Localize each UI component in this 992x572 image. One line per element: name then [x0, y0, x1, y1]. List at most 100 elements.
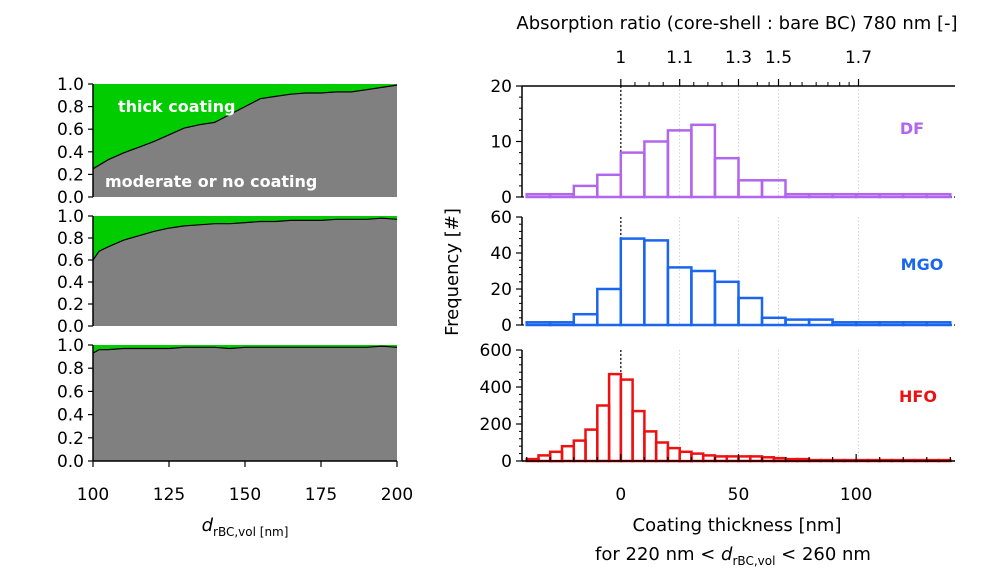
secondary-x-tick-label: 1.1	[666, 48, 693, 68]
y-tick-label: 0.8	[57, 359, 84, 379]
y-tick-label: 0.8	[57, 229, 84, 249]
y-tick-label: 1.0	[57, 75, 84, 95]
y-tick-label: 600	[480, 341, 512, 361]
y-tick-label: 0.4	[57, 143, 84, 163]
x-axis-label-main: d	[202, 515, 214, 536]
y-tick-label: 0.6	[57, 251, 84, 271]
histogram-bar	[925, 321, 952, 327]
series-label-mgo: MGO	[901, 255, 944, 274]
secondary-x-tick-label: 1	[615, 48, 626, 68]
x-tick-label: 100	[77, 485, 109, 505]
y-tick-label: 0.0	[57, 317, 84, 337]
y-tick-label: 0.2	[57, 429, 84, 449]
x-axis-label-left: drBC,vol [nm]	[202, 515, 289, 539]
histogram-bar	[831, 321, 858, 327]
histogram-bar	[760, 316, 787, 327]
y-tick-label: 0.4	[57, 406, 84, 426]
y-tick-label: 0.6	[57, 120, 84, 140]
histogram-bar	[854, 192, 881, 199]
histogram-bar	[548, 321, 575, 327]
histogram-bar	[737, 179, 764, 199]
y-tick-label: 0.0	[57, 188, 84, 208]
subset-note-sub: rBC,vol	[732, 554, 775, 568]
histogram-bar	[713, 280, 740, 327]
histogram-bar	[619, 151, 646, 199]
y-tick-label: 0.4	[57, 273, 84, 293]
y-tick-label: 20	[490, 77, 512, 97]
subset-note-main: d	[721, 544, 733, 565]
y-axis-label-right: Frequency [#]	[442, 208, 463, 336]
histogram-bar	[596, 404, 611, 463]
histogram-bar	[596, 173, 623, 199]
subset-note-post: < 260 nm	[775, 544, 871, 565]
secondary-x-tick-label: 1.5	[765, 48, 792, 68]
histogram-bar	[572, 439, 587, 463]
y-tick-label: 200	[480, 415, 512, 435]
histogram-bar	[572, 312, 599, 327]
label-moderate-or-no-coating: moderate or no coating	[105, 172, 317, 191]
histogram-bar	[548, 450, 564, 463]
histogram-bar	[831, 192, 858, 199]
secondary-x-axis-label: Absorption ratio (core-shell : bare BC) …	[516, 13, 957, 34]
uncoated-fraction-area	[93, 346, 397, 461]
secondary-x-tick-label: 1.3	[725, 48, 752, 68]
y-tick-label: 0.6	[57, 382, 84, 402]
fraction-boundary-line	[92, 345, 398, 354]
x-tick-label: 50	[728, 485, 750, 505]
y-tick-label: 0	[501, 188, 512, 208]
histogram-bar	[525, 321, 552, 327]
histogram-bar	[643, 239, 670, 327]
subset-note: for 220 nm < drBC,vol < 260 nm	[595, 544, 871, 568]
y-tick-label: 40	[490, 244, 512, 264]
histogram-bar	[878, 321, 905, 327]
histogram-bar	[784, 318, 811, 327]
histogram-bar	[678, 450, 693, 463]
histogram-bar	[643, 430, 658, 463]
histogram-bar	[690, 452, 705, 463]
y-tick-label: 0	[501, 316, 512, 336]
histogram-bar	[760, 179, 787, 199]
x-tick-label: 200	[381, 485, 413, 505]
histogram-bar	[690, 269, 717, 327]
y-tick-label: 0.2	[57, 295, 84, 315]
uncoated-fraction-area	[93, 85, 397, 197]
fraction-boundary-line	[92, 84, 398, 170]
histogram-bar	[807, 318, 834, 327]
series-label-hfo: HFO	[899, 387, 937, 406]
histogram-bar	[925, 192, 952, 199]
fraction-boundary-line	[92, 217, 398, 261]
y-tick-label: 400	[480, 378, 512, 398]
x-axis-label-subscript: rBC,vol [nm]	[213, 525, 288, 539]
y-tick-label: 0.2	[57, 165, 84, 185]
y-tick-label: 60	[490, 208, 512, 228]
histogram-bar	[854, 321, 881, 327]
histogram-bar	[619, 378, 634, 463]
histogram-bar	[666, 446, 681, 463]
histogram-bar	[901, 192, 928, 199]
y-tick-label: 0.8	[57, 98, 84, 118]
histogram-bar	[713, 156, 740, 199]
histogram-bar	[631, 409, 646, 463]
x-tick-label: 100	[840, 485, 872, 505]
y-tick-label: 10	[490, 133, 512, 153]
x-tick-label: 0	[615, 485, 626, 505]
histogram-bar	[572, 184, 599, 199]
histogram-bar	[584, 428, 599, 463]
histogram-bar	[654, 441, 670, 463]
histogram-bar	[701, 454, 717, 463]
histogram-bar	[607, 372, 623, 463]
x-axis-label-right: Coating thickness [nm]	[633, 515, 842, 536]
label-thick-coating: thick coating	[118, 97, 235, 116]
histogram-bar	[548, 192, 575, 199]
histogram-bar	[537, 454, 552, 463]
histogram-bar	[784, 192, 811, 199]
uncoated-fraction-area	[93, 218, 397, 326]
y-tick-label: 1.0	[57, 207, 84, 227]
x-tick-label: 175	[305, 485, 337, 505]
histogram-bar	[596, 287, 623, 327]
y-tick-label: 1.0	[57, 336, 84, 356]
y-tick-label: 0	[501, 452, 512, 472]
y-tick-label: 20	[490, 280, 512, 300]
histogram-bar	[737, 296, 764, 327]
histogram-bar	[560, 444, 576, 463]
